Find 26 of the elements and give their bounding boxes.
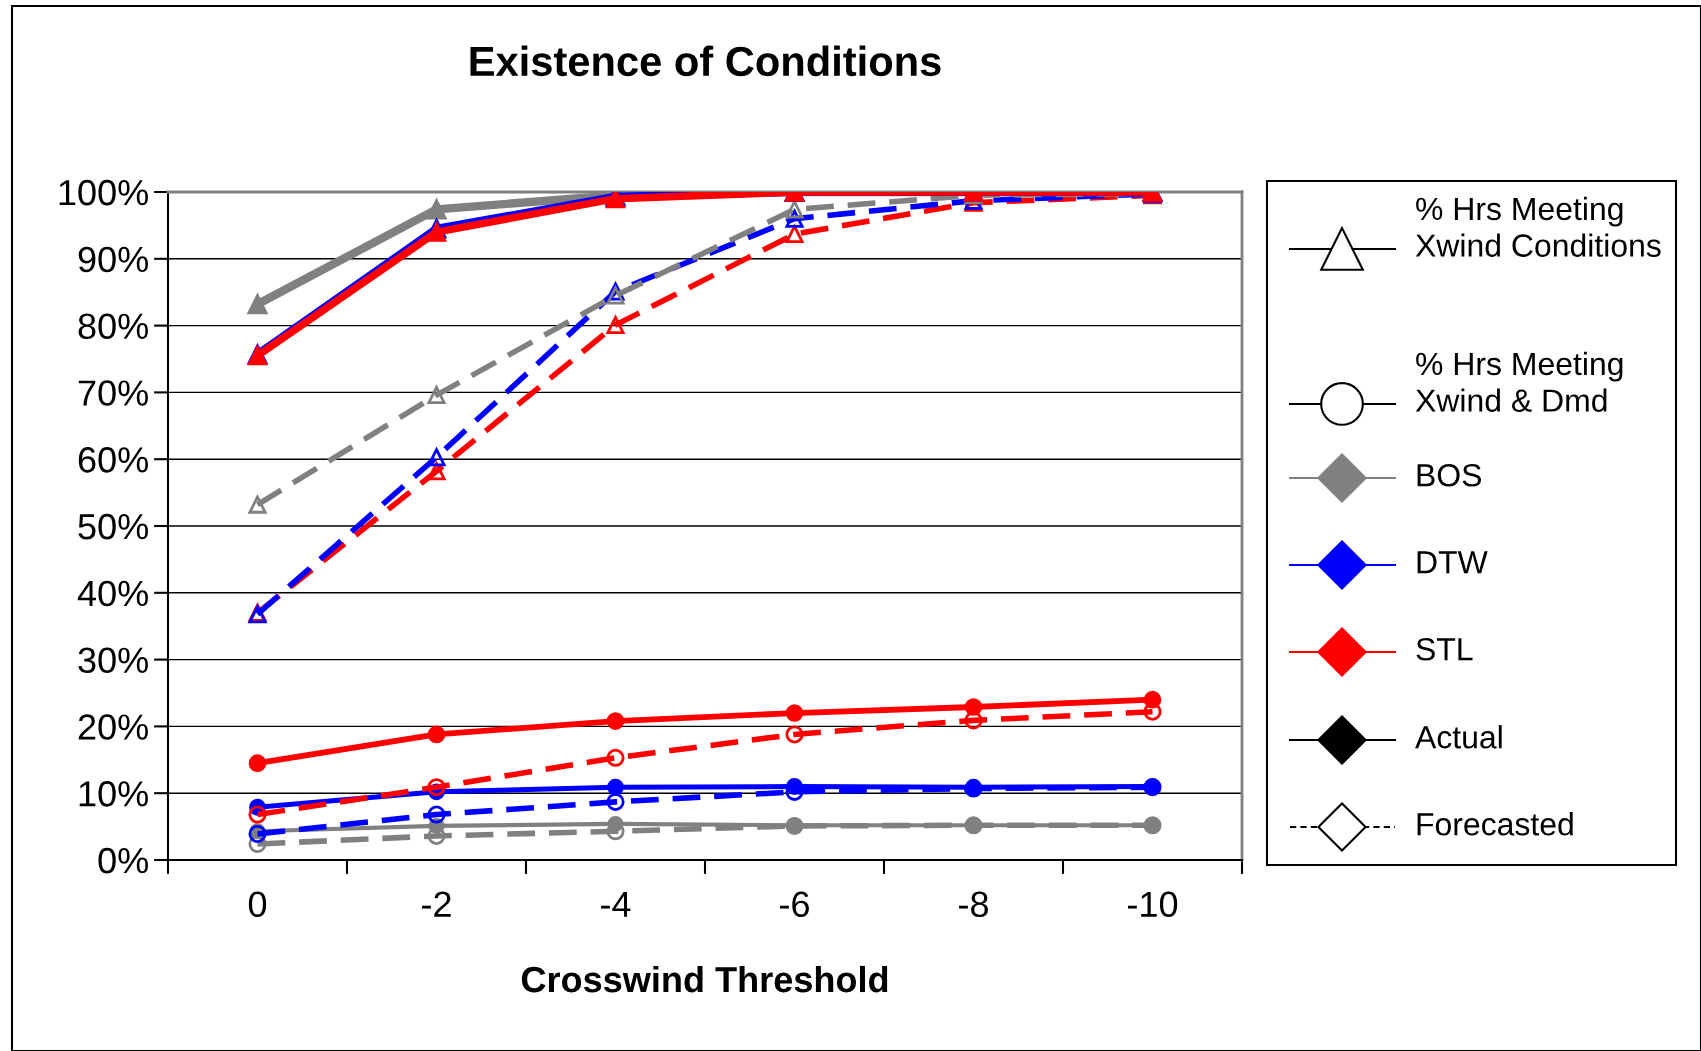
text: DTW [1417,551,1488,574]
x-tick-label: -6 [780,891,809,918]
text: Forecasted [1417,812,1573,836]
y-tick-label: 0% [98,847,148,874]
y-tick-label: 30% [78,647,148,674]
text: % Hrs Meeting Xwind & Dmd [1415,351,1623,412]
x-axis-title: Crosswind Threshold [521,965,888,993]
text: % Hrs Meeting Xwind Conditions [1415,196,1661,257]
x-tick-label: 0 [248,891,267,918]
x-tick-label: -8 [959,891,988,918]
chart-title: Existence of Conditions [470,45,941,77]
y-tick-label: 40% [77,580,148,607]
y-tick-label: 20% [78,714,148,740]
y-tick-label: 90% [78,246,148,273]
y-tick-label: 60% [78,447,148,473]
y-tick-label: 100% [59,179,148,206]
y-tick-label: 10% [79,781,148,807]
text: Actual [1415,725,1502,749]
x-tick-label: -4 [601,891,631,917]
y-tick-label: 50% [78,513,148,540]
y-tick-label: 70% [78,380,148,406]
text: STL [1416,637,1473,661]
y-tick-label: 80% [78,313,148,340]
x-tick-label: -2 [422,891,451,917]
x-tick-label: -10 [1128,891,1178,918]
text: BOS [1417,463,1481,487]
